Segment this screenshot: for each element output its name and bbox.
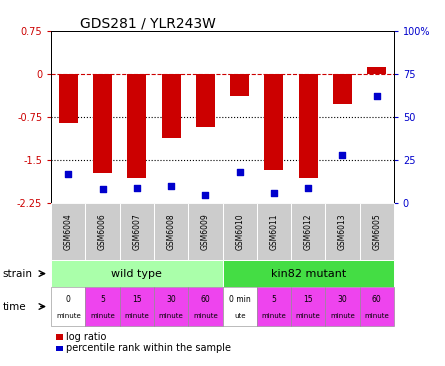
- Bar: [127, 74, 146, 179]
- Text: 60: 60: [372, 295, 381, 304]
- Text: minute: minute: [159, 313, 183, 319]
- Text: GSM6006: GSM6006: [98, 213, 107, 250]
- Bar: [325, 203, 360, 260]
- Text: log ratio: log ratio: [66, 332, 107, 342]
- Bar: [188, 203, 222, 260]
- Bar: [162, 74, 181, 138]
- Bar: [257, 203, 291, 260]
- Bar: [56, 334, 63, 340]
- Text: GSM6005: GSM6005: [372, 213, 381, 250]
- Point: [236, 169, 243, 175]
- Text: GSM6010: GSM6010: [235, 213, 244, 250]
- Bar: [56, 346, 63, 351]
- Bar: [291, 203, 325, 260]
- Bar: [51, 260, 223, 287]
- Bar: [291, 287, 325, 326]
- Point: [134, 185, 141, 191]
- Text: 60: 60: [201, 295, 210, 304]
- Text: GSM6007: GSM6007: [132, 213, 142, 250]
- Text: minute: minute: [330, 313, 355, 319]
- Text: ute: ute: [234, 313, 245, 319]
- Text: minute: minute: [125, 313, 149, 319]
- Point: [305, 185, 312, 191]
- Text: 30: 30: [166, 295, 176, 304]
- Bar: [196, 74, 215, 127]
- Bar: [222, 287, 257, 326]
- Bar: [51, 287, 85, 326]
- Point: [168, 183, 175, 189]
- Text: GSM6004: GSM6004: [64, 213, 73, 250]
- Point: [99, 186, 106, 192]
- Bar: [85, 203, 120, 260]
- Bar: [154, 203, 188, 260]
- Point: [373, 94, 380, 100]
- Text: GSM6013: GSM6013: [338, 213, 347, 250]
- Text: 5: 5: [271, 295, 276, 304]
- Bar: [299, 74, 318, 179]
- Bar: [333, 74, 352, 104]
- Bar: [230, 74, 249, 96]
- Point: [339, 152, 346, 158]
- Text: 30: 30: [338, 295, 347, 304]
- Text: 15: 15: [303, 295, 313, 304]
- Bar: [51, 203, 85, 260]
- Bar: [154, 287, 188, 326]
- Text: GSM6012: GSM6012: [303, 213, 313, 250]
- Text: 0 min: 0 min: [229, 295, 251, 304]
- Bar: [59, 74, 78, 123]
- Bar: [188, 287, 222, 326]
- Text: wild type: wild type: [111, 269, 162, 279]
- Text: kin82 mutant: kin82 mutant: [271, 269, 346, 279]
- Point: [271, 190, 278, 196]
- Text: minute: minute: [296, 313, 320, 319]
- Bar: [325, 287, 360, 326]
- Bar: [360, 287, 394, 326]
- Text: minute: minute: [364, 313, 389, 319]
- Bar: [360, 203, 394, 260]
- Bar: [367, 67, 386, 74]
- Text: 0: 0: [66, 295, 71, 304]
- Text: minute: minute: [262, 313, 286, 319]
- Point: [65, 171, 72, 177]
- Bar: [222, 260, 394, 287]
- Text: 15: 15: [132, 295, 142, 304]
- Bar: [120, 287, 154, 326]
- Text: minute: minute: [56, 313, 81, 319]
- Text: GDS281 / YLR243W: GDS281 / YLR243W: [80, 16, 216, 30]
- Text: 5: 5: [100, 295, 105, 304]
- Text: minute: minute: [90, 313, 115, 319]
- Bar: [222, 203, 257, 260]
- Point: [202, 192, 209, 198]
- Bar: [85, 287, 120, 326]
- Bar: [93, 74, 112, 173]
- Bar: [264, 74, 283, 171]
- Text: percentile rank within the sample: percentile rank within the sample: [66, 343, 231, 354]
- Text: strain: strain: [2, 269, 32, 279]
- Text: time: time: [2, 302, 26, 311]
- Text: minute: minute: [193, 313, 218, 319]
- Bar: [120, 203, 154, 260]
- Bar: [257, 287, 291, 326]
- Text: GSM6008: GSM6008: [166, 213, 176, 250]
- Text: GSM6011: GSM6011: [269, 213, 279, 250]
- Text: GSM6009: GSM6009: [201, 213, 210, 250]
